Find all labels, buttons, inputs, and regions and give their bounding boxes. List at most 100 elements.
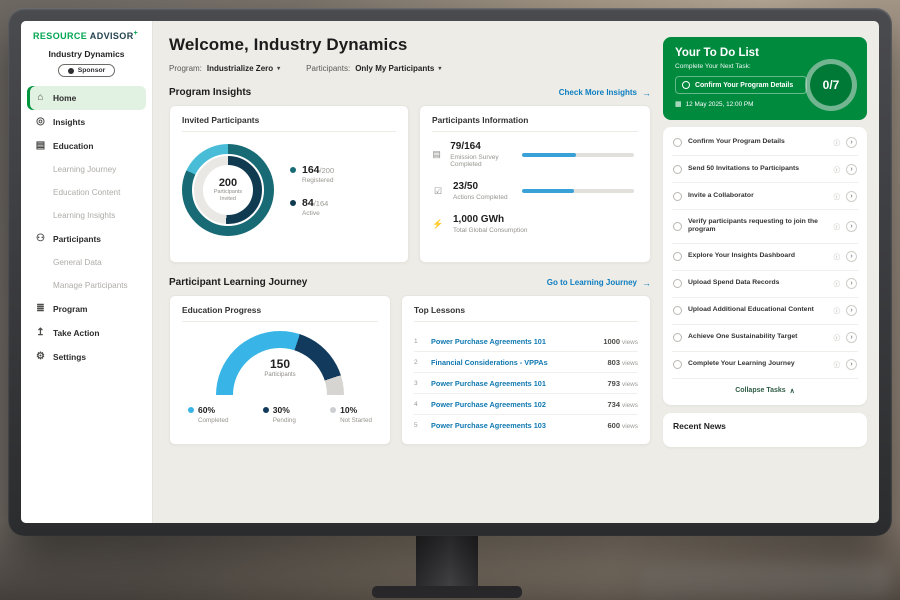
legend-dot-teal	[290, 166, 296, 173]
sidebar-item-learning-insights[interactable]: Learning Insights	[53, 211, 116, 220]
donut-center-label: Participants Invited	[213, 189, 243, 202]
task-checkbox[interactable]	[673, 221, 682, 231]
participants-icon: ⚇	[36, 233, 45, 244]
todo-task-row[interactable]: Confirm Your Program Details ⓘ ›	[672, 129, 858, 156]
program-insights-header: Program Insights Check More Insights →	[169, 87, 651, 98]
collapse-tasks-button[interactable]: Collapse Tasks ∧	[735, 387, 795, 395]
participants-select[interactable]: Only My Participants ▾	[355, 64, 442, 73]
stat-value: 23/50	[453, 181, 479, 192]
sidebar-item-insights[interactable]: ◎ Insights	[21, 110, 152, 134]
program-select[interactable]: Industrialize Zero ▾	[206, 64, 281, 73]
task-checkbox[interactable]	[673, 191, 682, 201]
sidebar-item-take-action[interactable]: ↥ Take Action	[21, 321, 152, 345]
org-name: Industry Dynamics	[48, 49, 125, 59]
sponsor-badge[interactable]: Sponsor	[57, 64, 116, 77]
go-to-learning-journey-link[interactable]: Go to Learning Journey →	[546, 277, 651, 288]
donut-legend: 164/200 Registered 84/164 Active	[290, 164, 334, 217]
learning-cards-row: Education Progress 150 Participants 60	[169, 295, 651, 445]
invited-card-body: 200 Participants Invited 164/200 Registe	[182, 141, 396, 236]
checklist-icon: ☑	[433, 185, 443, 196]
sponsor-icon	[67, 67, 74, 74]
todo-task-row[interactable]: Explore Your Insights Dashboard ⓘ ›	[672, 244, 858, 271]
take-action-icon: ↥	[36, 327, 45, 338]
sidebar: RESOURCE ADVISOR+ Industry Dynamics Spon…	[21, 21, 153, 523]
progress-fill	[522, 189, 574, 193]
chevron-right-icon[interactable]: ›	[846, 190, 857, 202]
info-icon: ⓘ	[833, 254, 840, 262]
sidebar-item-program[interactable]: ≣ Program	[21, 297, 152, 321]
sidebar-item-education-content[interactable]: Education Content	[53, 188, 121, 197]
todo-panel-header: Your To Do List Complete Your Next Task:…	[663, 37, 867, 120]
lesson-link[interactable]: Power Purchase Agreements 101	[431, 378, 546, 388]
todo-task-list: Confirm Your Program Details ⓘ › Send 50…	[663, 127, 867, 405]
todo-task-row[interactable]: Upload Additional Educational Content ⓘ …	[672, 298, 858, 325]
task-checkbox[interactable]	[673, 333, 682, 343]
info-icon: ⓘ	[833, 193, 840, 201]
chevron-right-icon[interactable]: ›	[846, 278, 857, 290]
recent-news-title: Recent News	[673, 420, 726, 431]
chevron-right-icon[interactable]: ›	[846, 359, 857, 371]
stat-actions-completed: ☑ 23/50 Actions Completed	[432, 181, 638, 201]
chevron-right-icon[interactable]: ›	[846, 332, 857, 344]
filters-row: Program: Industrialize Zero ▾ Participan…	[169, 64, 651, 73]
app-window: RESOURCE ADVISOR+ Industry Dynamics Spon…	[21, 21, 879, 523]
lesson-link[interactable]: Power Purchase Agreements 103	[431, 420, 546, 430]
sidebar-item-education[interactable]: ▤ Education	[21, 134, 152, 158]
lesson-row: 1 Power Purchase Agreements 101 1000 view…	[414, 331, 638, 352]
stat-label: Total Global Consumption	[453, 227, 528, 234]
todo-task-row[interactable]: Achieve One Sustainability Target ⓘ ›	[672, 325, 858, 352]
stat-label: Actions Completed	[453, 194, 508, 201]
todo-task-row[interactable]: Invite a Collaborator ⓘ ›	[672, 183, 858, 210]
sidebar-item-learning-journey[interactable]: Learning Journey	[53, 165, 117, 174]
sidebar-item-home[interactable]: ⌂ Home	[27, 86, 146, 110]
sponsor-badge-wrap: Sponsor	[21, 64, 152, 77]
card-title: Invited Participants	[182, 115, 396, 132]
participants-filter-label: Participants:	[306, 64, 351, 73]
active-label: Active	[302, 209, 320, 217]
sidebar-nav: ⌂ Home ◎ Insights ▤ Education Learning J…	[21, 86, 152, 369]
sidebar-item-label: Home	[53, 93, 77, 103]
sidebar-item-label: Settings	[53, 352, 87, 362]
lesson-link[interactable]: Power Purchase Agreements 101	[431, 336, 546, 346]
education-progress-card: Education Progress 150 Participants 60	[169, 295, 391, 445]
chevron-right-icon[interactable]: ›	[846, 136, 857, 148]
settings-gear-icon: ⚙	[36, 351, 45, 362]
task-checkbox[interactable]	[673, 279, 682, 289]
check-more-insights-link[interactable]: Check More Insights →	[558, 87, 651, 98]
task-checkbox[interactable]	[673, 306, 682, 316]
todo-panel: Your To Do List Complete Your Next Task:…	[663, 37, 867, 447]
todo-task-row[interactable]: Upload Spend Data Records ⓘ ›	[672, 271, 858, 298]
chevron-down-icon: ▾	[438, 66, 442, 72]
task-checkbox[interactable]	[673, 137, 682, 147]
learning-journey-title: Participant Learning Journey	[169, 277, 308, 288]
sidebar-item-settings[interactable]: ⚙ Settings	[21, 345, 152, 369]
todo-task-row[interactable]: Verify participants requesting to join t…	[672, 210, 858, 244]
chevron-right-icon[interactable]: ›	[846, 251, 857, 263]
sidebar-item-general-data[interactable]: General Data	[53, 258, 102, 267]
lesson-link[interactable]: Financial Considerations - VPPAs	[431, 357, 548, 367]
sidebar-item-participants[interactable]: ⚇ Participants	[21, 227, 152, 251]
lesson-link[interactable]: Power Purchase Agreements 102	[431, 399, 546, 409]
page-title: Welcome, Industry Dynamics	[169, 35, 408, 54]
task-checkbox[interactable]	[673, 164, 682, 174]
sidebar-item-label: Participants	[53, 234, 101, 244]
chevron-right-icon[interactable]: ›	[846, 305, 857, 317]
next-task[interactable]: Confirm Your Program Details	[675, 76, 807, 94]
task-checkbox[interactable]	[673, 360, 682, 370]
sidebar-item-manage-participants[interactable]: Manage Participants	[53, 281, 128, 290]
insights-icon: ◎	[36, 116, 45, 127]
todo-task-row[interactable]: Complete Your Learning Journey ⓘ ›	[672, 352, 858, 379]
gauge-legend: 60% Completed 30% Pending 10% Not Starte…	[182, 405, 378, 424]
lesson-row: 2 Financial Considerations - VPPAs 803 vi…	[414, 352, 638, 373]
chevron-down-icon: ▾	[277, 66, 281, 72]
task-checkbox[interactable]	[682, 81, 690, 89]
gauge-center: 150 Participants	[216, 357, 344, 378]
legend-item-pending: 30% Pending	[262, 405, 296, 424]
task-checkbox[interactable]	[673, 252, 682, 262]
chevron-right-icon[interactable]: ›	[846, 220, 857, 232]
todo-task-row[interactable]: Send 50 Invitations to Participants ⓘ ›	[672, 156, 858, 183]
chevron-right-icon[interactable]: ›	[846, 163, 857, 175]
legend-dot-gray	[330, 407, 337, 413]
learning-journey-header: Participant Learning Journey Go to Learn…	[169, 277, 651, 288]
education-progress-gauge-chart: 150 Participants	[216, 331, 344, 395]
